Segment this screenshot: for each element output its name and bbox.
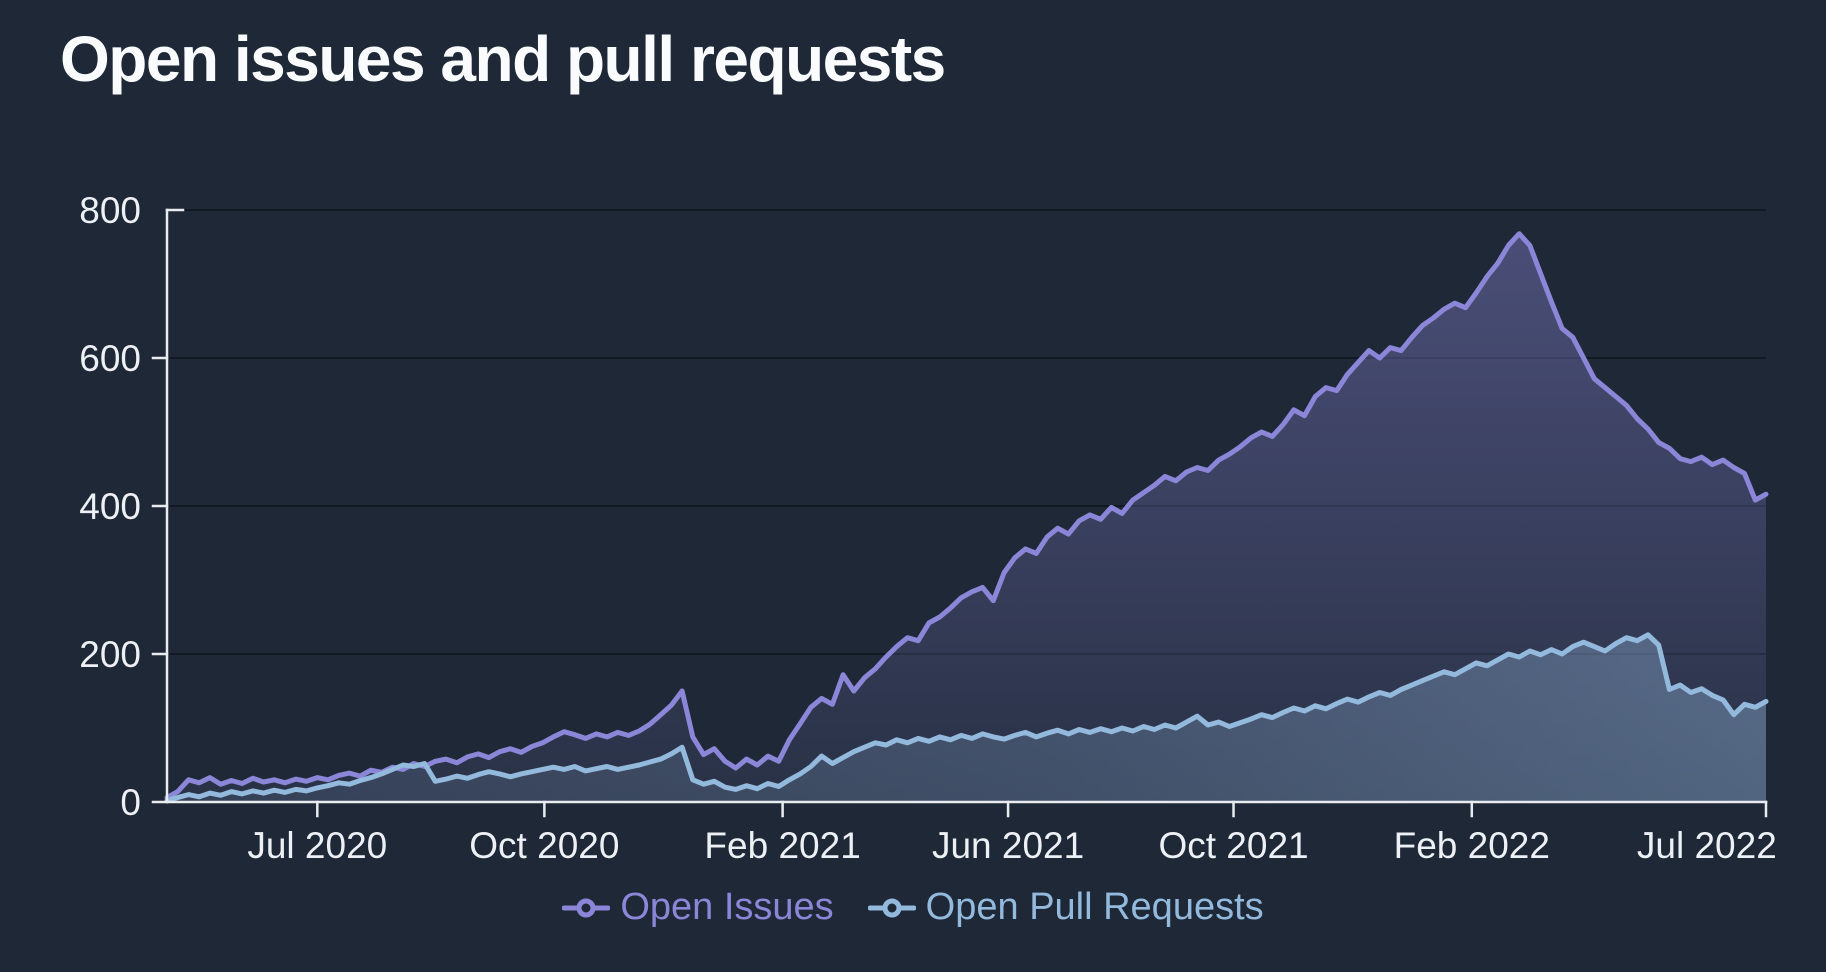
- x-axis-tick-label: Feb 2021: [704, 825, 860, 866]
- legend-line-marker-icon: [562, 898, 611, 917]
- x-axis-tick-label: Oct 2021: [1158, 825, 1308, 866]
- y-axis-tick-label: 0: [120, 782, 141, 823]
- y-axis-tick-label: 800: [79, 190, 141, 231]
- chart-title: Open issues and pull requests: [60, 23, 946, 95]
- line-open-pull-requests: [164, 632, 1769, 803]
- x-axis-tick-label: Jun 2021: [932, 825, 1084, 866]
- line-open-issues: [164, 231, 1769, 801]
- chart-legend: Open Issues Open Pull Requests: [0, 886, 1826, 929]
- area-open-pull-requests: [167, 634, 1766, 802]
- y-axis-tick-label: 600: [79, 338, 141, 379]
- x-axis-tick-label: Jul 2020: [247, 825, 387, 866]
- legend-line-marker-icon: [867, 898, 916, 917]
- legend-item-open-pull-requests[interactable]: Open Pull Requests: [867, 886, 1264, 929]
- legend-item-open-issues[interactable]: Open Issues: [562, 886, 834, 929]
- y-axis-tick-label: 200: [79, 634, 141, 675]
- area-open-issues: [167, 233, 1766, 802]
- legend-label: Open Issues: [620, 886, 834, 928]
- y-axis-tick-label: 400: [79, 486, 141, 527]
- x-axis-tick-label: Jul 2022: [1637, 825, 1777, 866]
- x-axis-tick-label: Oct 2020: [469, 825, 619, 866]
- x-axis-tick-label: Feb 2022: [1394, 825, 1550, 866]
- legend-label: Open Pull Requests: [925, 886, 1264, 928]
